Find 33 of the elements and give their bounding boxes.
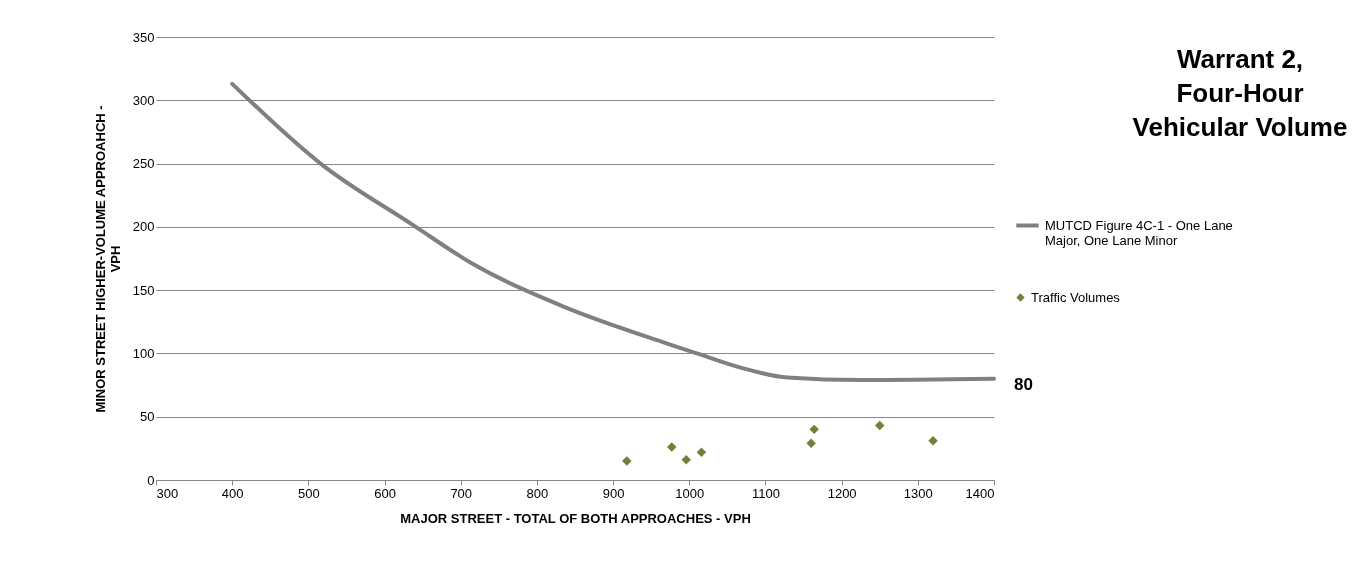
point [874,420,885,431]
x-tick-label: 1000 [675,485,705,501]
point [806,438,816,449]
annotation: 80 [1014,374,1033,394]
legend-label: MUTCD Figure 4C-1 - One Lane Major, One Lane Minor [1045,217,1233,248]
y-tick-label: 100 [132,345,155,361]
x-tick-label: 1300 [903,485,933,501]
y-tick-label: 150 [132,282,155,298]
x-tick-label: 1100 [751,485,780,501]
y-tick-label: 300 [132,92,155,108]
y-tick-label: 350 [132,29,155,45]
y-axis-title: MINOR STREET HIGHER-VOLUME APPROAHCH - VPH [92,105,123,413]
text: Warrant 2, Four-Hour Vehicular Volume [1132,44,1348,142]
x-tick-label: 900 [602,485,625,501]
point [667,442,677,452]
x-tick-label: 1200 [827,485,857,501]
legend-label: Traffic Volumes [1031,289,1121,305]
point [928,436,938,446]
point [681,455,691,465]
y-tick-label: 50 [140,409,155,425]
x-tick-label: 800 [526,485,549,501]
point [809,424,819,435]
x-tick-label: 500 [298,485,320,501]
y-tick-label: 0 [147,472,155,488]
y-tick-label: 250 [132,156,155,172]
y-tick-label: 200 [132,219,155,235]
x-tick-label: 700 [450,485,473,501]
x-tick-label: 400 [221,485,244,501]
x-axis-title: MAJOR STREET - TOTAL OF BOTH APPROACHES - VPH [400,510,751,526]
x-tick-label: 300 [156,485,179,501]
x-tick-label: 600 [374,485,396,501]
point [696,447,707,457]
x-tick-label: 1400 [965,485,995,501]
